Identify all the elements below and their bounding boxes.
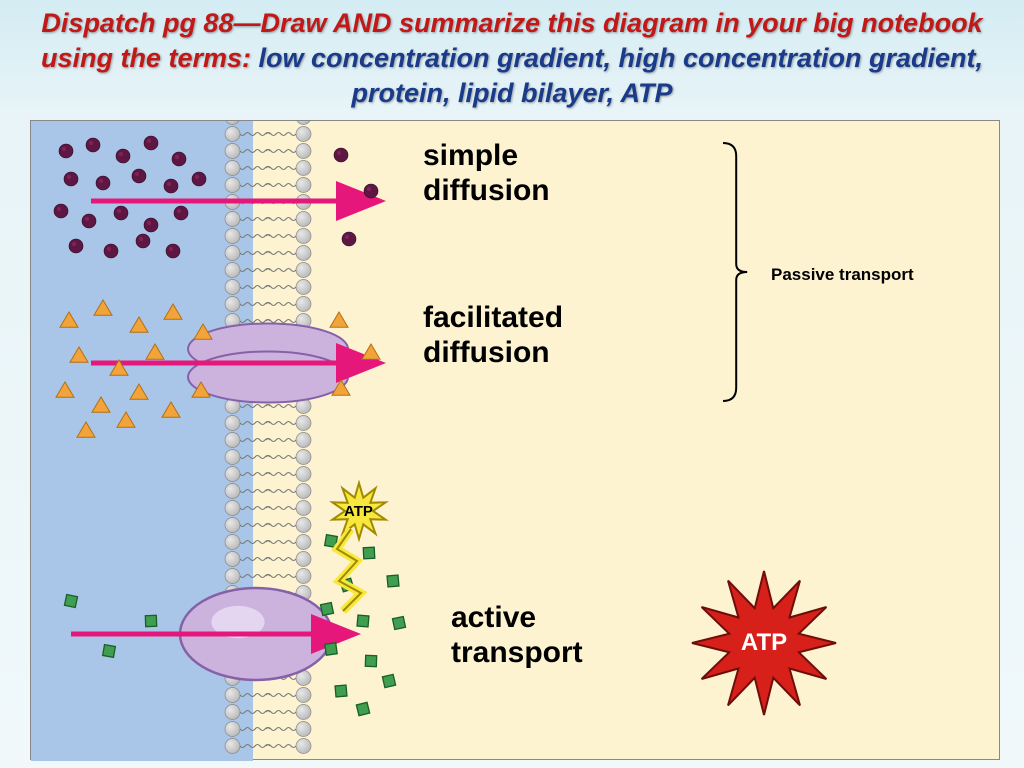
- atp-small-label: ATP: [344, 503, 373, 520]
- label-simple-diffusion: simple diffusion: [423, 139, 550, 208]
- header-instructions: Dispatch pg 88—Draw AND summarize this d…: [0, 0, 1024, 115]
- label-active-transport: active transport: [451, 601, 583, 670]
- label-passive-transport: Passive transport: [771, 265, 914, 285]
- passive-bracket: [723, 143, 747, 401]
- header-blue-terms: low concentration gradient, high concent…: [251, 43, 983, 108]
- atp-big-label: ATP: [734, 629, 794, 657]
- label-facilitated-diffusion: facilitated diffusion: [423, 301, 563, 370]
- diagram-container: simple diffusion facilitated diffusion a…: [30, 120, 1000, 760]
